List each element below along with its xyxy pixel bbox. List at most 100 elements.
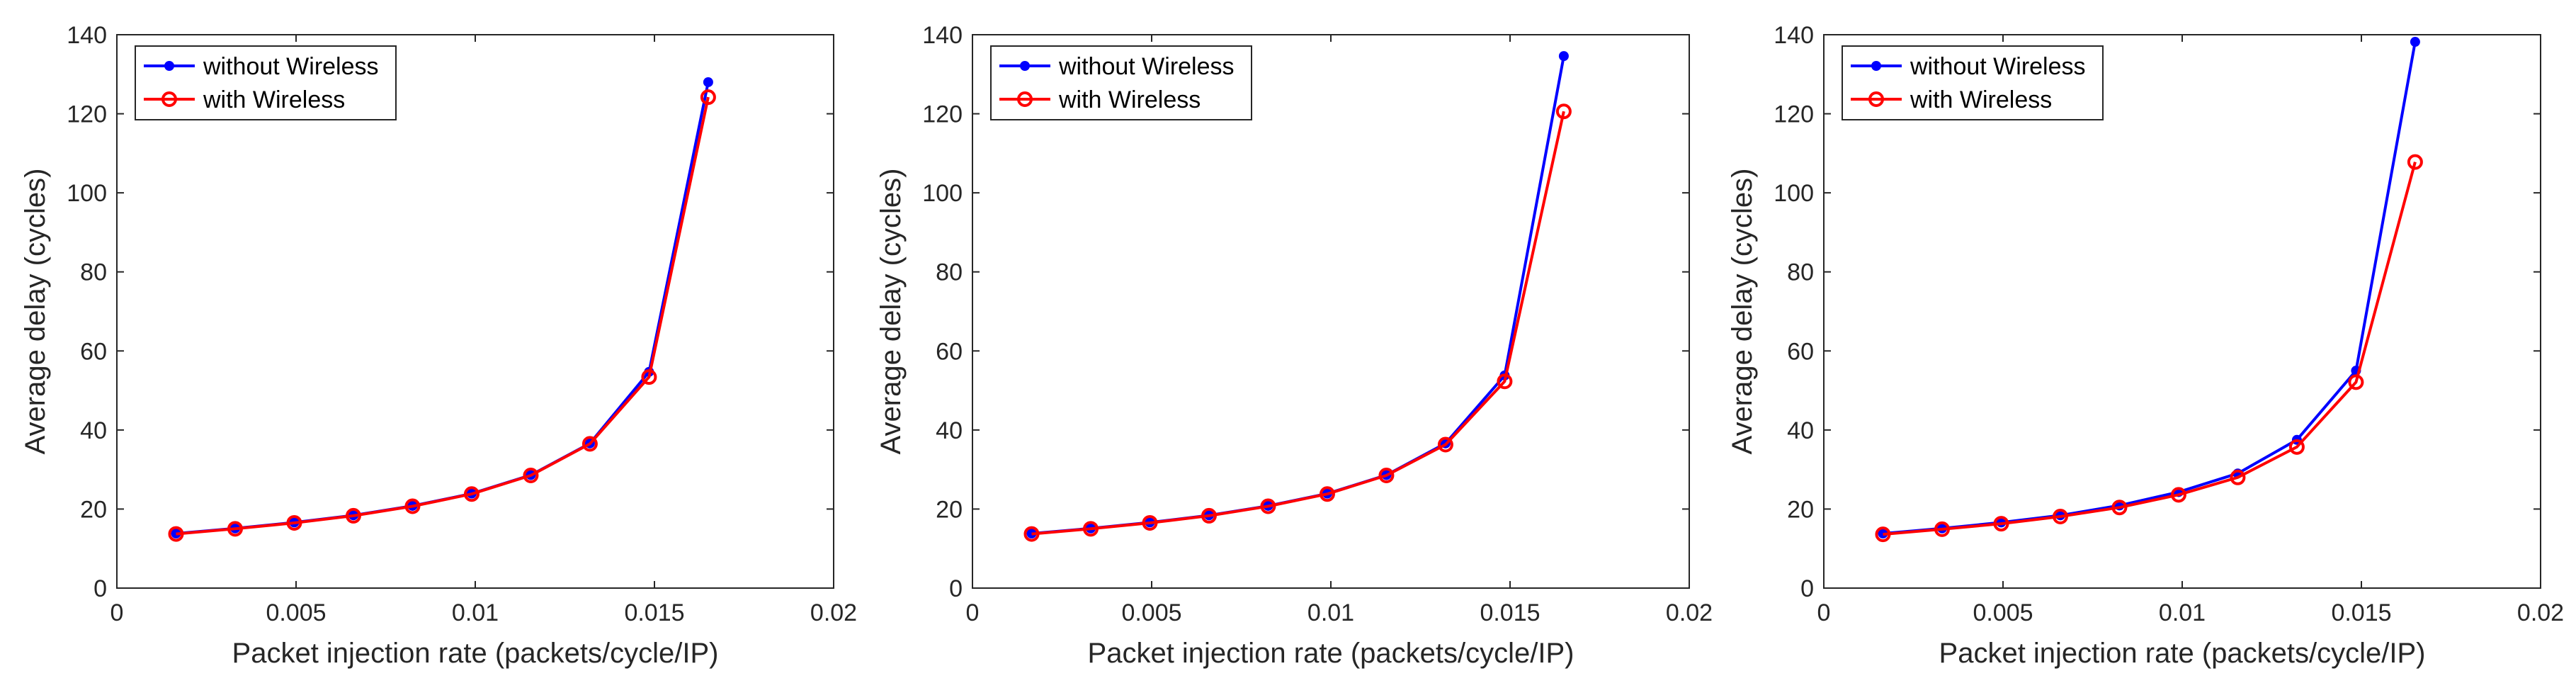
data-point — [1082, 521, 1099, 537]
x-tick-label: 0.01 — [2159, 599, 2206, 626]
legend-marker — [1871, 61, 1881, 71]
data-point — [1023, 526, 1040, 542]
y-tick-label: 120 — [922, 101, 963, 128]
x-tick-label: 0 — [110, 599, 124, 626]
x-tick-label: 0.005 — [266, 599, 326, 626]
x-tick-label: 0.015 — [2331, 599, 2391, 626]
legend-label: with Wireless — [203, 86, 345, 113]
y-tick-label: 20 — [1787, 496, 1814, 523]
y-tick-label: 100 — [67, 180, 107, 207]
data-point — [1437, 436, 1453, 453]
series-with-wireless — [168, 89, 716, 542]
data-point — [1558, 51, 1569, 62]
y-axis-label: Average delay (cycles) — [875, 169, 907, 455]
legend-label: with Wireless — [1058, 86, 1201, 113]
data-point — [2410, 37, 2420, 47]
legend-box — [990, 45, 1252, 120]
data-point — [2288, 439, 2305, 455]
data-point — [1142, 514, 1158, 531]
data-point — [700, 89, 716, 106]
legend-label: without Wireless — [203, 53, 379, 80]
data-point — [345, 507, 361, 524]
y-tick-label: 80 — [936, 259, 963, 286]
y-tick-label: 40 — [80, 417, 107, 444]
x-tick-label: 0.02 — [1666, 599, 1713, 626]
y-tick-label: 60 — [1787, 338, 1814, 365]
legend-label: without Wireless — [1910, 53, 2086, 80]
data-point — [1993, 516, 2009, 532]
y-tick-label: 0 — [93, 575, 107, 602]
data-point — [168, 526, 184, 542]
y-tick-label: 20 — [80, 496, 107, 523]
data-point — [2230, 469, 2246, 485]
legend: without Wireless with Wireless — [1842, 45, 2104, 120]
data-point — [641, 369, 657, 385]
data-point — [2348, 374, 2364, 390]
series-line — [1883, 162, 2417, 536]
x-tick-label: 0 — [1817, 599, 1831, 626]
x-tick-label: 0.015 — [1480, 599, 1540, 626]
y-tick-label: 100 — [1774, 180, 1814, 207]
chart-panel-3: 0 0.005 0.01 0.015 0.02 0 20 40 60 80 100 120 140 Pac… — [1727, 22, 2564, 669]
legend: without Wireless with Wireless — [135, 45, 397, 120]
legend-marker — [164, 61, 174, 71]
y-tick-label: 60 — [936, 338, 963, 365]
y-tick-label: 140 — [922, 22, 963, 49]
y-tick-label: 20 — [936, 496, 963, 523]
data-point — [2407, 154, 2423, 170]
y-tick-label: 100 — [922, 180, 963, 207]
legend-marker — [161, 91, 177, 107]
legend-marker — [1868, 91, 1884, 107]
legend-marker — [1020, 61, 1030, 71]
data-point — [1201, 507, 1217, 524]
data-point — [286, 514, 302, 531]
y-tick-label: 120 — [1774, 101, 1814, 128]
y-tick-label: 40 — [936, 417, 963, 444]
data-point — [2170, 487, 2186, 503]
series-line — [1031, 111, 1565, 536]
data-point — [1875, 526, 1891, 543]
series-line — [176, 96, 710, 536]
plot-area — [1823, 34, 2541, 589]
legend-label: without Wireless — [1058, 53, 1235, 80]
x-tick-label: 0.02 — [810, 599, 857, 626]
y-tick-label: 140 — [67, 22, 107, 49]
data-point — [1934, 521, 1950, 537]
x-axis-label: Packet injection rate (packets/cycle/IP) — [1088, 638, 1574, 669]
x-tick-label: 0.015 — [624, 599, 684, 626]
data-point — [463, 486, 480, 502]
data-point — [227, 521, 243, 537]
legend-box — [1842, 45, 2104, 120]
y-tick-label: 140 — [1774, 22, 1814, 49]
data-point — [1497, 373, 1513, 390]
data-point — [2111, 500, 2128, 516]
data-point — [581, 436, 598, 452]
x-tick-label: 0.005 — [1121, 599, 1181, 626]
x-tick-label: 0.01 — [452, 599, 499, 626]
data-point — [2052, 509, 2068, 525]
series-with-wireless — [1875, 154, 2423, 543]
y-tick-label: 80 — [80, 259, 107, 286]
data-point — [1378, 468, 1395, 484]
y-tick-label: 40 — [1787, 417, 1814, 444]
x-tick-label: 0.01 — [1307, 599, 1354, 626]
x-tick-label: 0.005 — [1973, 599, 2033, 626]
data-point — [1319, 486, 1335, 502]
y-tick-label: 0 — [949, 575, 963, 602]
legend: without Wireless with Wireless — [990, 45, 1252, 120]
data-point — [404, 498, 421, 514]
data-point — [1260, 498, 1276, 514]
x-tick-label: 0.02 — [2517, 599, 2564, 626]
series-with-wireless — [1023, 103, 1572, 542]
y-axis-label: Average delay (cycles) — [20, 169, 51, 455]
y-tick-label: 0 — [1800, 575, 1814, 602]
x-axis-label: Packet injection rate (packets/cycle/IP) — [232, 638, 719, 669]
y-tick-label: 120 — [67, 101, 107, 128]
data-point — [703, 77, 713, 87]
y-axis-label: Average delay (cycles) — [1727, 169, 1758, 455]
data-point — [1555, 103, 1572, 120]
y-tick-label: 60 — [80, 338, 107, 365]
data-point — [523, 468, 539, 484]
x-axis-label: Packet injection rate (packets/cycle/IP) — [1939, 638, 2426, 669]
